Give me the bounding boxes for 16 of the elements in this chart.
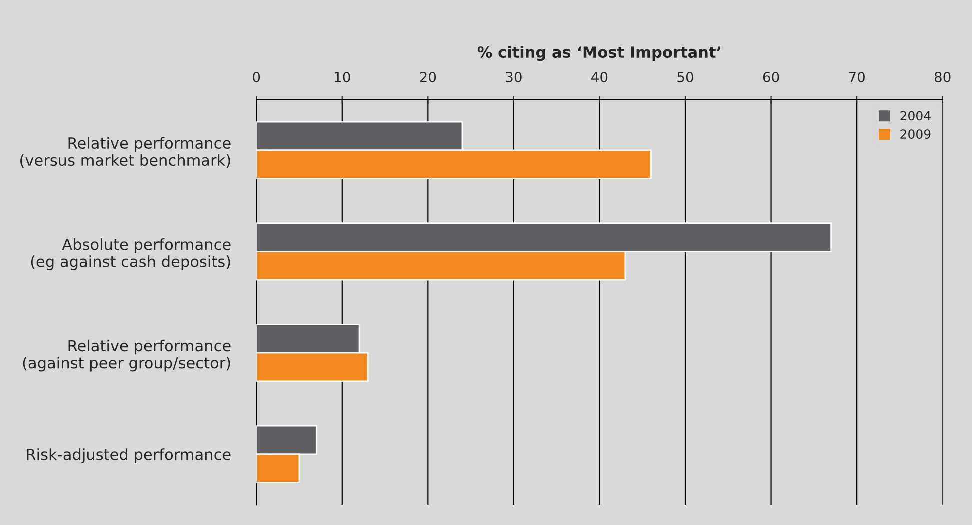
y-tick-label: Relative performance (versus market benchmark) — [20, 137, 231, 168]
y-tick-label: Absolute performance (eg against cash deposits) — [31, 238, 231, 270]
x-tick-label: 30 — [506, 72, 522, 82]
x-tick-label: 40 — [592, 72, 608, 82]
x-tick-label: 10 — [335, 72, 350, 82]
x-tick-label: 50 — [678, 72, 694, 82]
x-axis-title: % citing as ‘Most Important’ — [478, 46, 721, 62]
x-tick-label: 80 — [934, 72, 951, 82]
x-tick-label: 60 — [763, 72, 780, 82]
y-tick-label: Risk-adjusted performance — [27, 448, 231, 464]
legend-label: 2009 — [900, 130, 931, 140]
x-tick-label: 0 — [253, 72, 260, 82]
x-tick-label: 20 — [420, 72, 436, 82]
y-tick-label: Relative performance (against peer group/sector) — [23, 340, 231, 372]
x-tick-label: 70 — [849, 72, 865, 82]
legend-label: 2004 — [900, 111, 931, 121]
